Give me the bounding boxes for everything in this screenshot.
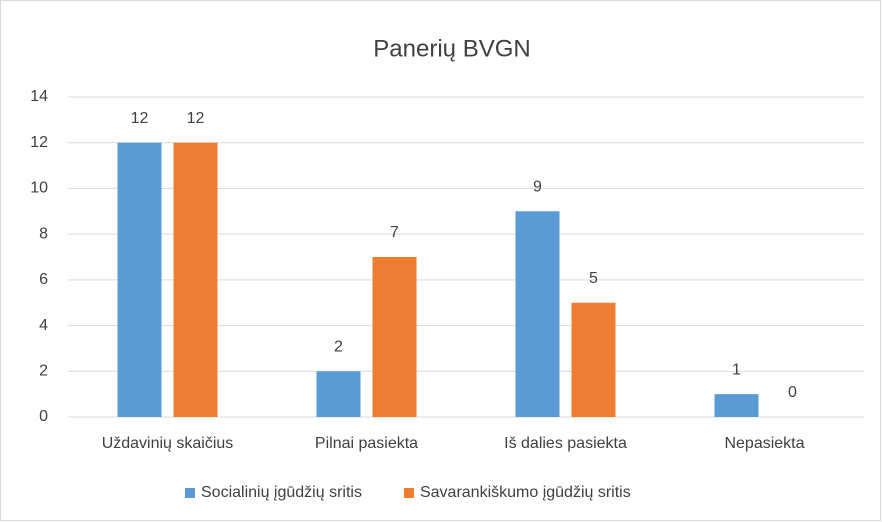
x-tick-label: Pilnai pasiekta	[315, 435, 418, 452]
y-tick-label: 8	[39, 225, 48, 242]
y-tick-label: 0	[39, 408, 48, 425]
y-tick-label: 4	[39, 317, 48, 334]
legend-swatch	[403, 488, 414, 498]
y-tick-label: 2	[39, 363, 48, 380]
bar	[372, 257, 417, 417]
y-tick-label: 6	[39, 271, 48, 288]
x-tick-label: Nepasiekta	[724, 435, 804, 452]
y-tick-label: 14	[30, 88, 48, 105]
bar	[571, 302, 616, 417]
bar	[316, 371, 361, 417]
data-label: 2	[334, 339, 343, 356]
data-label: 12	[187, 110, 205, 127]
legend-swatch	[185, 488, 195, 498]
data-label: 1	[732, 361, 741, 378]
y-tick-label: 10	[30, 180, 48, 197]
bar	[173, 142, 218, 417]
data-label: 7	[390, 224, 399, 241]
y-tick-label: 12	[30, 134, 48, 151]
data-label: 12	[131, 110, 149, 127]
data-label: 5	[589, 270, 598, 287]
x-tick-label: Iš dalies pasiekta	[504, 435, 627, 452]
data-label: 9	[533, 179, 542, 196]
bar	[117, 142, 162, 417]
legend-label: Socialinių įgūdžių sritis	[201, 484, 362, 501]
data-label: 0	[788, 384, 797, 401]
bar	[515, 211, 560, 417]
bar	[714, 394, 759, 417]
chart-title: Panerių BVGN	[373, 35, 530, 62]
x-tick-label: Uždavinių skaičius	[102, 435, 234, 452]
legend-label: Savarankiškumo įgūdžių sritis	[420, 484, 631, 501]
